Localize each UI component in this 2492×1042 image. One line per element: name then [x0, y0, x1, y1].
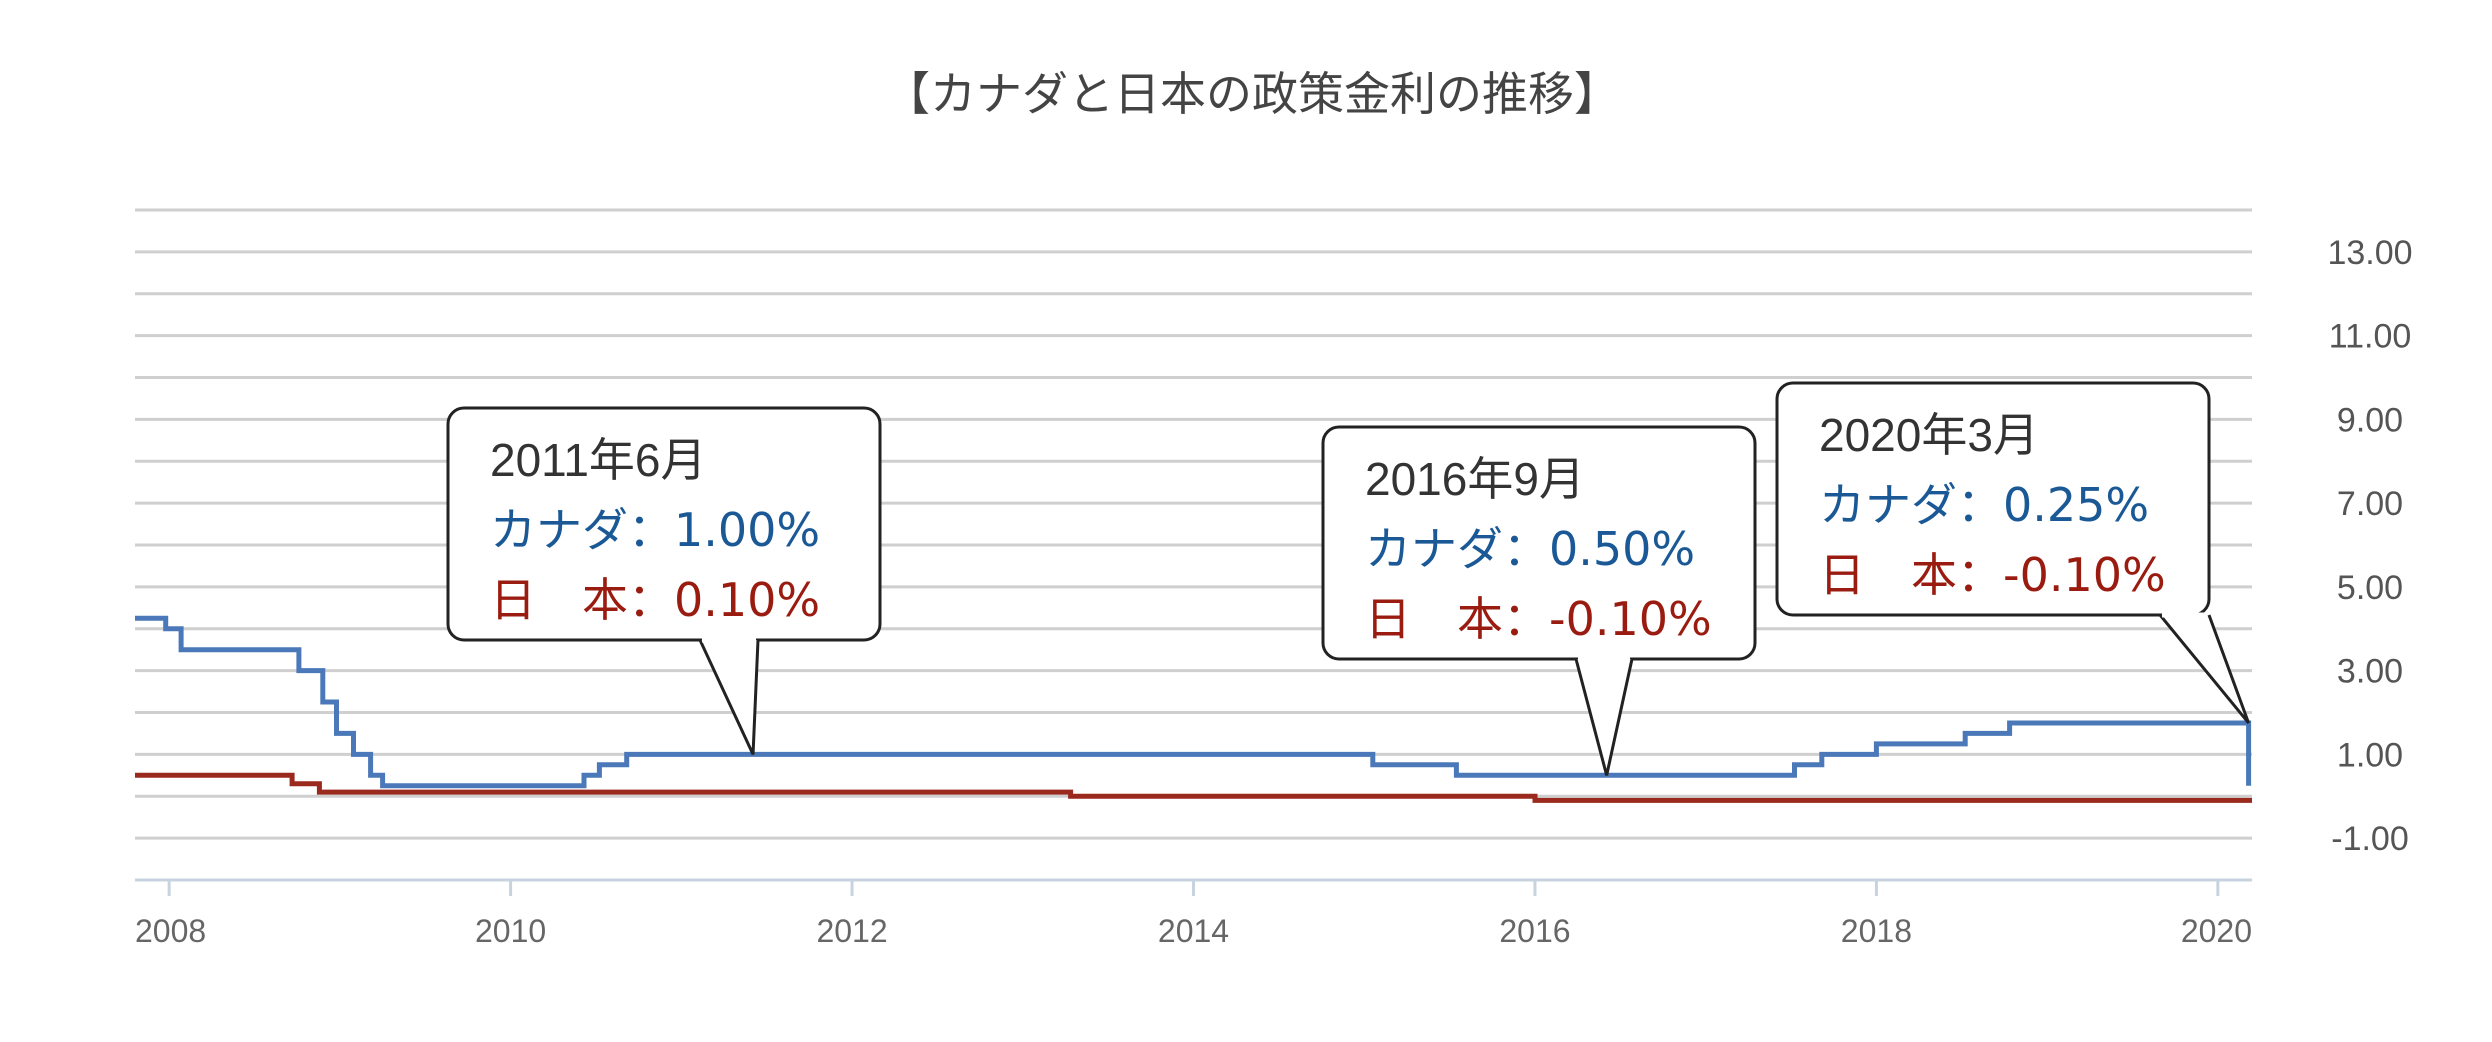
callout-date: 2016年9月: [1365, 453, 1585, 505]
callout-box: [446, 406, 882, 642]
series-lines: [135, 615, 2252, 803]
y-tick-label: 1.00: [2337, 736, 2403, 774]
callout-pointer: [2158, 614, 2250, 724]
y-tick-label: 3.00: [2337, 653, 2403, 691]
y-tick-label: 9.00: [2337, 401, 2403, 439]
callout-date: 2020年3月: [1819, 409, 2039, 461]
y-tick-label: -1.00: [2331, 820, 2409, 858]
x-tick-label: 2012: [816, 913, 887, 949]
y-axis-labels: -1.00 1.00 3.00 5.00 7.00 9.00 11.00 13.00: [2327, 234, 2412, 858]
x-tick-label: 2018: [1841, 913, 1912, 949]
callout-japan-rate: 日 本：-0.10%: [1365, 592, 1712, 646]
callout-box: [1775, 381, 2211, 617]
y-tick-label: 7.00: [2337, 485, 2403, 523]
x-tick-label: 2010: [475, 913, 546, 949]
y-tick-label: 13.00: [2327, 234, 2412, 272]
x-axis: 2008 2010 2012 2014 2016 2018 2020: [135, 878, 2252, 949]
y-tick-label: 11.00: [2329, 318, 2412, 356]
callout-japan-rate: 日 本：-0.10%: [1819, 548, 2166, 602]
callout-canada-rate: カナダ：0.25%: [1819, 478, 2149, 532]
series-line-japan: [135, 772, 2252, 803]
callout-pointer: [698, 639, 760, 756]
x-tick-label: 2016: [1499, 913, 1570, 949]
x-tick-label: 2014: [1158, 913, 1229, 949]
y-tick-label: 5.00: [2337, 569, 2403, 607]
callout-box: [1321, 425, 1757, 661]
x-tick-label: 2020: [2181, 913, 2252, 949]
series-line-canada: [135, 615, 2252, 789]
callout-pointer: [1574, 658, 1634, 776]
callout-date: 2011年6月: [490, 434, 707, 486]
x-tick-label: 2008: [135, 913, 206, 949]
callout-canada-rate: カナダ：0.50%: [1365, 522, 1695, 576]
callout-japan-rate: 日 本：0.10%: [490, 573, 820, 627]
chart-title: 【カナダと日本の政策金利の推移】: [884, 67, 1620, 121]
callout-canada-rate: カナダ：1.00%: [490, 503, 820, 557]
